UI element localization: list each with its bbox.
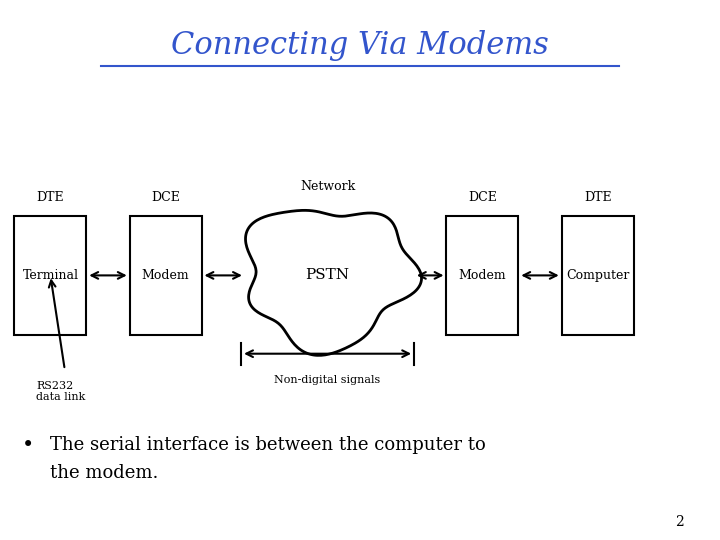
Text: Network: Network xyxy=(300,180,355,193)
Bar xyxy=(14,216,86,335)
Text: DCE: DCE xyxy=(151,191,180,204)
Bar xyxy=(446,216,518,335)
Text: Terminal: Terminal xyxy=(22,269,78,282)
Text: DTE: DTE xyxy=(584,191,611,204)
Bar xyxy=(130,216,202,335)
Text: •: • xyxy=(22,436,34,455)
Text: DTE: DTE xyxy=(37,191,64,204)
Text: Modem: Modem xyxy=(459,269,506,282)
Text: 2: 2 xyxy=(675,515,684,529)
Text: DCE: DCE xyxy=(468,191,497,204)
Text: Connecting Via Modems: Connecting Via Modems xyxy=(171,30,549,62)
Text: the modem.: the modem. xyxy=(50,463,159,482)
Bar xyxy=(562,216,634,335)
Text: Computer: Computer xyxy=(566,269,629,282)
Text: RS232
data link: RS232 data link xyxy=(36,381,86,402)
Text: Non-digital signals: Non-digital signals xyxy=(274,375,381,384)
Text: Modem: Modem xyxy=(142,269,189,282)
Text: PSTN: PSTN xyxy=(305,268,350,282)
Text: The serial interface is between the computer to: The serial interface is between the comp… xyxy=(50,436,486,455)
